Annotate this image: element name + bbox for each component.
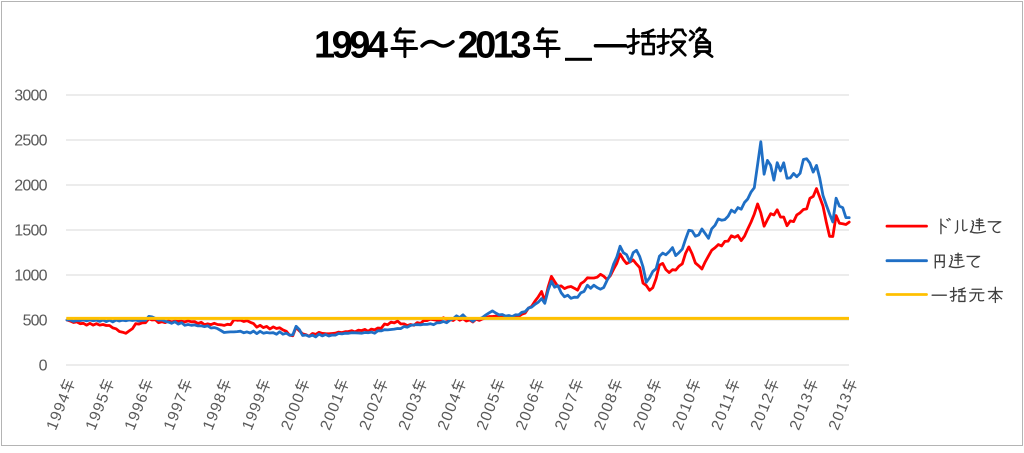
svg-text:1500: 1500 (14, 223, 47, 240)
svg-text:2500: 2500 (14, 133, 47, 150)
svg-text:0: 0 (39, 358, 48, 375)
svg-text:1994: 1994 (314, 25, 388, 67)
svg-text:2013: 2013 (458, 25, 532, 67)
svg-text:500: 500 (23, 313, 48, 330)
svg-text:2000: 2000 (14, 178, 47, 195)
svg-text:1000: 1000 (14, 268, 47, 285)
svg-text:3000: 3000 (14, 88, 47, 105)
